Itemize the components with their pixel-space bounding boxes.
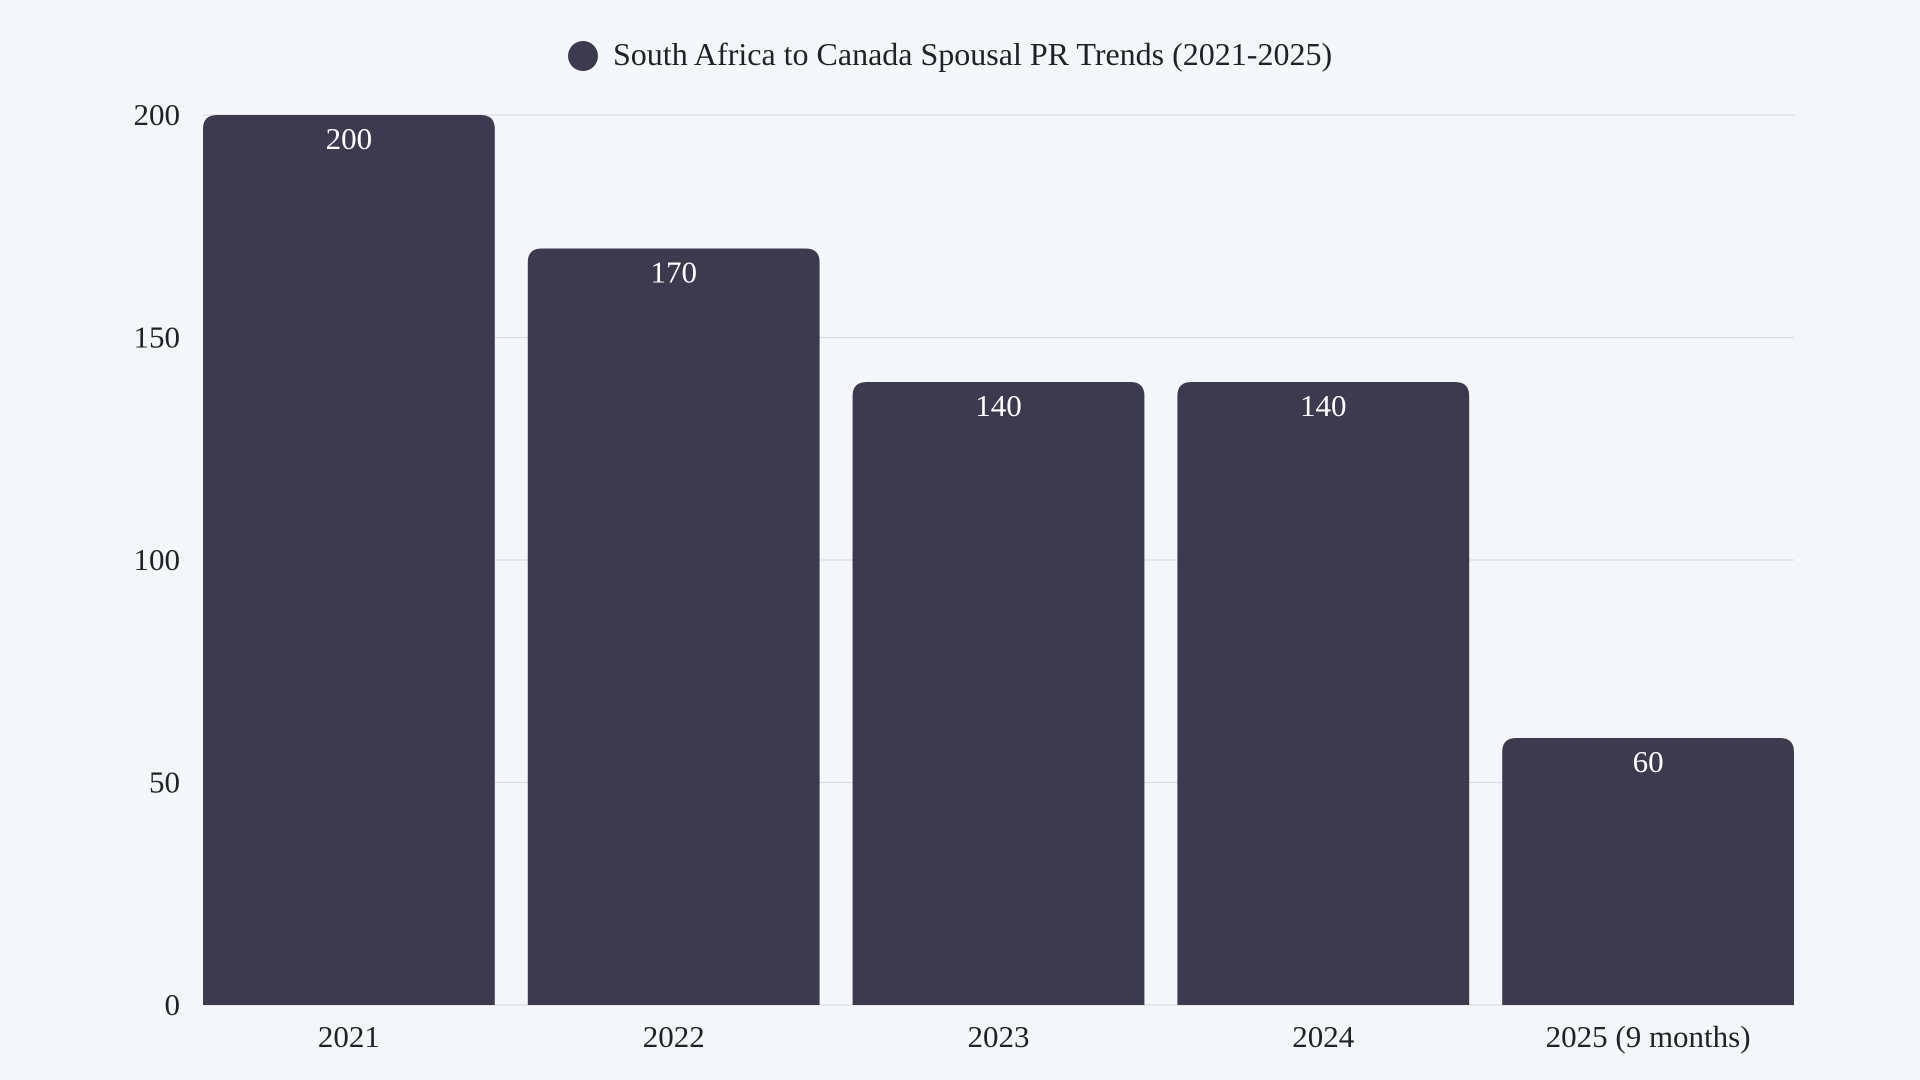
x-axis: 2021 2022 2023 2024 2025 (9 months) xyxy=(318,1019,1751,1054)
data-label: 170 xyxy=(650,255,697,290)
bar-2025-9-months- xyxy=(1502,738,1794,1005)
y-tick-label: 50 xyxy=(149,765,180,800)
data-label: 140 xyxy=(975,388,1022,423)
y-tick-label: 0 xyxy=(165,987,181,1022)
bar-2023 xyxy=(852,382,1145,1005)
y-tick-label: 200 xyxy=(134,97,181,132)
x-tick-label: 2023 xyxy=(968,1019,1030,1054)
y-axis: 0 50 100 150 200 xyxy=(134,97,181,1022)
legend-marker xyxy=(568,41,598,71)
x-tick-label: 2025 (9 months) xyxy=(1546,1019,1751,1054)
data-label: 140 xyxy=(1300,388,1347,423)
data-label: 60 xyxy=(1633,744,1664,779)
legend-label: South Africa to Canada Spousal PR Trends… xyxy=(613,36,1332,72)
bar-2022 xyxy=(527,248,820,1005)
y-tick-label: 150 xyxy=(134,320,181,355)
bar-2024 xyxy=(1177,382,1470,1005)
y-tick-label: 100 xyxy=(134,542,181,577)
legend: South Africa to Canada Spousal PR Trends… xyxy=(568,36,1332,72)
bar-2021 xyxy=(203,115,495,1005)
x-tick-label: 2021 xyxy=(318,1019,380,1054)
x-tick-label: 2024 xyxy=(1292,1019,1355,1054)
bars: 200 170 140 140 60 xyxy=(203,115,1794,1005)
x-tick-label: 2022 xyxy=(643,1019,705,1054)
data-label: 200 xyxy=(326,121,373,156)
